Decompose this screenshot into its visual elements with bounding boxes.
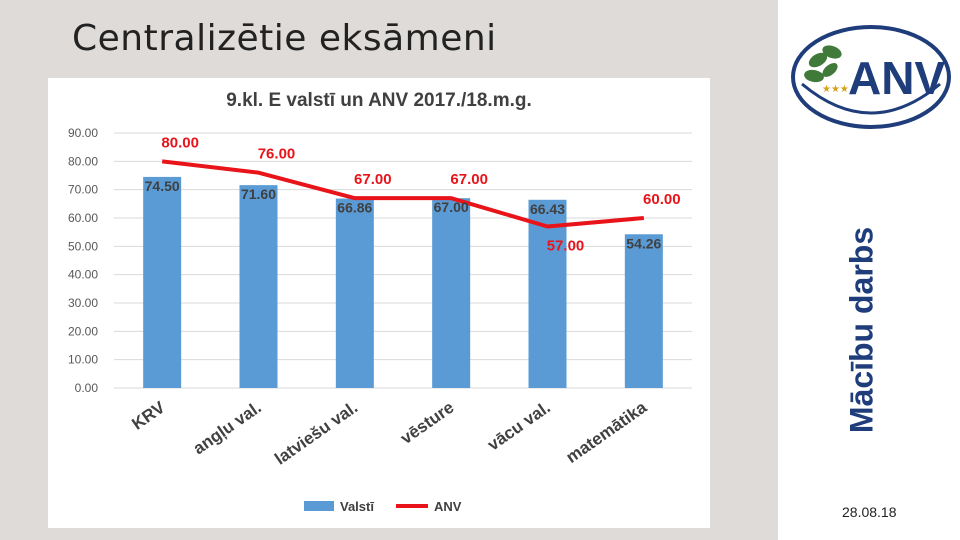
x-tick-label: vācu val. bbox=[484, 398, 554, 455]
bar bbox=[432, 198, 471, 388]
bar-value-label: 66.86 bbox=[337, 200, 372, 216]
x-tick-label: matemātika bbox=[563, 397, 651, 467]
y-tick-label: 20.00 bbox=[68, 324, 98, 338]
y-tick-label: 50.00 bbox=[68, 239, 98, 253]
bar-value-label: 67.00 bbox=[434, 199, 469, 215]
bar-value-label: 74.50 bbox=[145, 178, 180, 194]
y-tick-label: 40.00 bbox=[68, 268, 98, 282]
legend-swatch-valsti bbox=[304, 501, 334, 511]
x-tick-label: angļu val. bbox=[190, 398, 265, 459]
bar-value-label: 54.26 bbox=[626, 235, 661, 251]
y-tick-label: 70.00 bbox=[68, 183, 98, 197]
y-tick-label: 80.00 bbox=[68, 154, 98, 168]
y-tick-label: 0.00 bbox=[75, 381, 99, 395]
legend-label-anv: ANV bbox=[434, 499, 462, 514]
line-value-label: 80.00 bbox=[161, 134, 199, 151]
svg-text:★★★: ★★★ bbox=[822, 84, 849, 95]
slide-title: Centralizētie eksāmeni bbox=[72, 18, 497, 59]
bar-value-label: 66.43 bbox=[530, 201, 565, 217]
line-value-label: 60.00 bbox=[643, 191, 681, 208]
x-tick-label: KRV bbox=[128, 397, 169, 433]
bar bbox=[528, 199, 567, 388]
slide-date: 28.08.18 bbox=[842, 504, 897, 520]
x-tick-label: latviešu val. bbox=[271, 398, 361, 469]
bar-value-label: 71.60 bbox=[241, 186, 276, 202]
line-value-label: 67.00 bbox=[450, 171, 488, 188]
y-tick-label: 30.00 bbox=[68, 296, 98, 310]
line-value-label: 67.00 bbox=[354, 171, 392, 188]
bar bbox=[335, 198, 374, 388]
logo-text: ANV bbox=[848, 52, 945, 104]
bar bbox=[624, 234, 663, 388]
bar bbox=[239, 185, 278, 388]
chart-panel: 9.kl. E valstī un ANV 2017./18.m.g. 0.00… bbox=[48, 78, 710, 528]
legend-label-valsti: Valstī bbox=[340, 499, 374, 514]
side-label: Mācību darbs bbox=[843, 226, 880, 434]
combo-chart: 9.kl. E valstī un ANV 2017./18.m.g. 0.00… bbox=[68, 90, 692, 514]
y-tick-label: 90.00 bbox=[68, 126, 98, 140]
oak-leaves-icon bbox=[804, 45, 842, 83]
y-tick-label: 10.00 bbox=[68, 353, 98, 367]
bar bbox=[143, 176, 182, 388]
y-tick-label: 60.00 bbox=[68, 211, 98, 225]
line-value-label: 57.00 bbox=[547, 238, 585, 255]
anv-line bbox=[161, 159, 645, 229]
chart-title: 9.kl. E valstī un ANV 2017./18.m.g. bbox=[226, 90, 532, 111]
line-value-label: 76.00 bbox=[258, 146, 296, 163]
anv-logo: ★★★ ANV bbox=[791, 25, 951, 129]
x-tick-label: vēsture bbox=[397, 398, 457, 448]
